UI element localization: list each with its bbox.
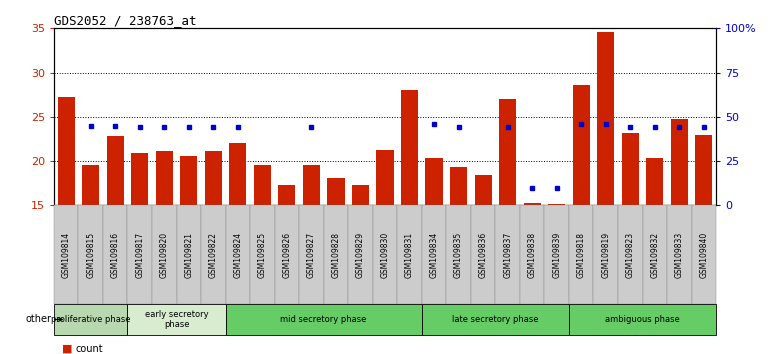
Text: mid secretory phase: mid secretory phase [280,315,367,324]
Bar [524,202,541,205]
Bar [327,178,344,205]
Bar [205,152,222,205]
Text: GSM109822: GSM109822 [209,232,218,278]
Text: GSM109825: GSM109825 [258,232,267,278]
Bar [156,152,172,205]
Bar [82,165,99,205]
Text: GSM109838: GSM109838 [527,232,537,278]
Bar [58,97,75,205]
Bar [426,158,443,205]
Bar [499,99,516,205]
Bar [474,175,492,205]
Text: count: count [75,344,103,354]
Bar [106,136,124,205]
Text: ■: ■ [62,344,72,354]
Bar [229,143,246,205]
Bar [131,153,149,205]
Text: GSM109830: GSM109830 [380,232,390,278]
Text: GSM109814: GSM109814 [62,232,71,278]
Text: GSM109832: GSM109832 [651,232,659,278]
Text: GSM109840: GSM109840 [699,232,708,278]
Text: other: other [25,314,52,325]
Bar [278,185,296,205]
Text: GSM109827: GSM109827 [307,232,316,278]
Text: GSM109816: GSM109816 [111,232,119,278]
Bar [352,185,369,205]
Bar [598,32,614,205]
Text: GSM109833: GSM109833 [675,232,684,278]
Text: GSM109817: GSM109817 [136,232,144,278]
Text: GSM109823: GSM109823 [626,232,634,278]
Text: GSM109831: GSM109831 [405,232,414,278]
Bar [450,167,467,205]
Text: GSM109821: GSM109821 [184,232,193,278]
Text: GSM109815: GSM109815 [86,232,95,278]
Text: early secretory
phase: early secretory phase [145,310,209,329]
Text: GSM109818: GSM109818 [577,232,586,278]
Bar [646,158,664,205]
Text: GSM109828: GSM109828 [331,232,340,278]
Text: GSM109835: GSM109835 [454,232,463,278]
Text: GSM109819: GSM109819 [601,232,611,278]
Text: ambiguous phase: ambiguous phase [605,315,680,324]
Text: GSM109824: GSM109824 [233,232,243,278]
Bar [377,150,393,205]
Text: GSM109829: GSM109829 [356,232,365,278]
Text: late secretory phase: late secretory phase [452,315,539,324]
Bar [254,165,271,205]
Bar [548,204,565,205]
Bar [180,156,197,205]
Text: GSM109836: GSM109836 [479,232,487,278]
Bar [573,85,590,205]
Text: GSM109839: GSM109839 [552,232,561,278]
Text: GSM109820: GSM109820 [159,232,169,278]
Text: GSM109834: GSM109834 [430,232,439,278]
Text: GSM109826: GSM109826 [283,232,291,278]
Bar [671,120,688,205]
Text: GDS2052 / 238763_at: GDS2052 / 238763_at [54,14,196,27]
Bar [401,90,418,205]
Bar [303,165,320,205]
Bar [621,133,639,205]
Bar [695,135,712,205]
Text: GSM109837: GSM109837 [503,232,512,278]
Text: proliferative phase: proliferative phase [51,315,130,324]
